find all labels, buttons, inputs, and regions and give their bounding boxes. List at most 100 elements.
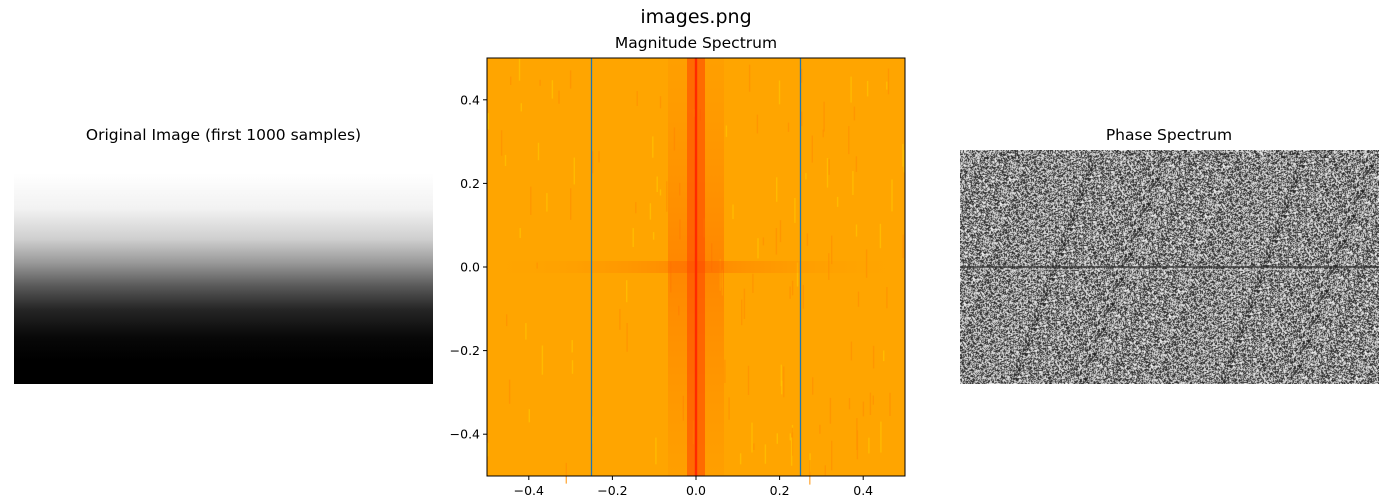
spectrum-noise-streak xyxy=(829,397,832,424)
spectrum-noise-streak xyxy=(809,460,811,485)
spectrum-noise-streak xyxy=(659,96,662,109)
spectrum-noise-streak xyxy=(855,224,858,237)
spectrum-noise-streak xyxy=(500,130,503,156)
spectrum-noise-streak xyxy=(573,157,575,185)
spectrum-noise-streak xyxy=(800,68,803,83)
x-tick-label: −0.4 xyxy=(514,483,544,498)
spectrum-noise-streak xyxy=(819,424,821,434)
spectrum-noise-streak xyxy=(725,125,728,137)
spectrum-noise-streak xyxy=(666,181,668,212)
spectrum-noise-streak xyxy=(902,143,904,167)
spectrum-noise-streak xyxy=(636,91,638,106)
spectrum-noise-streak xyxy=(626,323,628,352)
magnitude-spectrum-title: Magnitude Spectrum xyxy=(614,34,778,52)
spectrum-noise-streak xyxy=(569,70,572,89)
phase-spectrum-image xyxy=(960,150,1379,384)
figure-title: images.png xyxy=(640,6,752,28)
spectrum-noise-streak xyxy=(823,101,825,132)
spectrum-noise-streak xyxy=(632,228,634,247)
spectrum-noise-streak xyxy=(779,220,782,243)
spectrum-noise-streak xyxy=(869,392,872,415)
spectrum-noise-streak xyxy=(848,126,850,155)
spectrum-noise-streak xyxy=(831,235,833,265)
spectrum-noise-streak xyxy=(626,280,628,303)
spectrum-noise-streak xyxy=(872,395,874,405)
spectrum-noise-streak xyxy=(791,427,794,456)
spectrum-noise-streak xyxy=(781,380,783,395)
spectrum-noise-streak xyxy=(541,345,544,375)
spectrum-noise-streak xyxy=(880,421,882,453)
spectrum-noise-streak xyxy=(732,204,734,220)
spectrum-noise-streak xyxy=(528,409,530,423)
spectrum-noise-streak xyxy=(753,443,755,450)
spectrum-noise-streak xyxy=(789,286,791,299)
spectrum-noise-streak xyxy=(537,142,540,161)
spectrum-noise-streak xyxy=(743,288,746,319)
x-tick-label: 0.4 xyxy=(853,483,873,498)
spectrum-noise-streak xyxy=(652,232,655,240)
x-tick-label: 0.2 xyxy=(770,483,790,498)
spectrum-noise-streak xyxy=(903,150,905,173)
spectrum-noise-streak xyxy=(570,188,572,220)
spectrum-noise-streak xyxy=(812,377,814,395)
x-tick-label: 0.0 xyxy=(686,483,706,498)
spectrum-noise-streak xyxy=(850,341,853,361)
spectrum-noise-streak xyxy=(508,379,511,404)
y-tick-label: 0.2 xyxy=(460,176,480,191)
spectrum-noise-streak xyxy=(780,364,782,387)
spectrum-noise-streak xyxy=(652,136,654,158)
spectrum-noise-streak xyxy=(889,392,891,416)
spectrum-noise-streak xyxy=(776,177,778,202)
spectrum-noise-streak xyxy=(872,345,875,369)
y-tick-label: −0.2 xyxy=(450,343,480,358)
spectrum-noise-streak xyxy=(853,106,856,121)
spectrum-noise-streak xyxy=(762,237,765,246)
spectrum-noise-streak xyxy=(571,360,574,374)
spectrum-noise-streak xyxy=(649,203,652,220)
spectrum-noise-streak xyxy=(776,433,778,444)
spectrum-noise-streak xyxy=(751,422,753,453)
spectrum-noise-streak xyxy=(591,151,594,174)
spectrum-noise-streak xyxy=(565,462,567,484)
spectrum-noise-streak xyxy=(886,287,888,309)
original-image xyxy=(14,150,433,384)
spectrum-noise-streak xyxy=(783,366,785,398)
spectrum-noise-streak xyxy=(850,76,852,103)
spectrum-noise-streak xyxy=(891,179,893,212)
spectrum-noise-streak xyxy=(724,359,726,383)
spectrum-noise-streak xyxy=(659,189,662,196)
spectrum-noise-streak xyxy=(520,103,522,112)
spectrum-noise-streak xyxy=(525,323,527,340)
spectrum-noise-streak xyxy=(852,171,854,195)
spectrum-noise-streak xyxy=(857,291,860,307)
spectrum-noise-streak xyxy=(862,401,865,417)
y-tick-label: 0.0 xyxy=(460,260,480,275)
spectrum-noise-streak xyxy=(764,444,767,464)
spectrum-noise-streak xyxy=(802,284,804,309)
spectrum-noise-streak xyxy=(806,233,809,246)
spectrum-noise-streak xyxy=(635,202,637,214)
original-image-title: Original Image (first 1000 samples) xyxy=(85,126,362,144)
spectrum-noise-streak xyxy=(811,135,813,163)
spectrum-noise-streak xyxy=(752,273,754,293)
spectrum-noise-streak xyxy=(883,350,885,362)
spectrum-noise-streak xyxy=(487,442,489,457)
spectrum-noise-streak xyxy=(571,340,573,353)
spectrum-noise-streak xyxy=(518,58,521,81)
spectrum-noise-streak xyxy=(756,114,759,134)
spectrum-noise-streak xyxy=(551,80,554,99)
spectrum-noise-streak xyxy=(510,76,512,85)
spectrum-noise-streak xyxy=(530,186,532,215)
spectrum-noise-streak xyxy=(656,176,658,192)
spectrum-noise-streak xyxy=(487,113,489,130)
spectrum-noise-streak xyxy=(747,365,750,395)
spectrum-noise-streak xyxy=(619,308,621,330)
spectrum-noise-streak xyxy=(796,262,799,287)
spectrum-noise-streak xyxy=(739,453,742,465)
spectrum-noise-streak xyxy=(824,465,826,476)
spectrum-noise-streak xyxy=(655,437,657,465)
phase-spectrum-title: Phase Spectrum xyxy=(1105,126,1233,144)
x-tick-label: −0.2 xyxy=(597,483,627,498)
y-tick-label: 0.4 xyxy=(460,92,480,107)
spectrum-noise-streak xyxy=(728,397,730,420)
